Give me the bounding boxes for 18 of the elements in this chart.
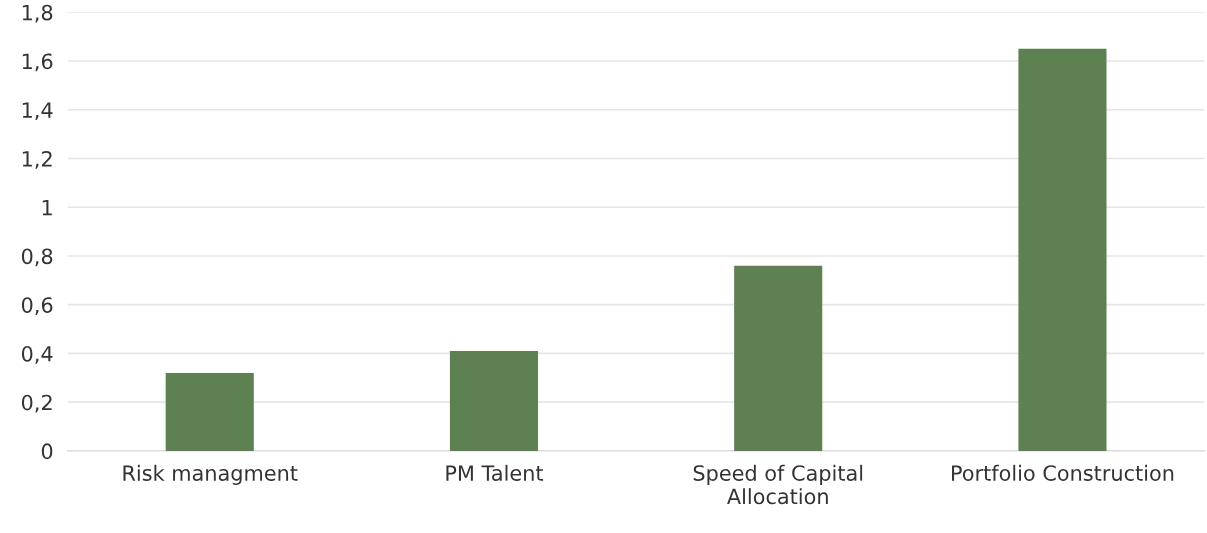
y-tick-label: 0,6: [21, 297, 53, 316]
x-tick-label: PM Talent: [446, 464, 544, 481]
bar: [165, 372, 254, 451]
bar: [1018, 48, 1107, 451]
x-tick-label: Risk managment: [123, 464, 298, 485]
y-tick-label: 1,8: [22, 4, 53, 23]
y-tick-label: 0,8: [21, 248, 53, 267]
x-tick-label: Portfolio Construction: [952, 464, 1174, 481]
y-tick-label: 1,2: [22, 150, 52, 169]
y-tick-label: 1,6: [22, 53, 53, 72]
y-tick-label: 1: [42, 199, 52, 216]
bar: [449, 351, 539, 451]
y-tick-label: 0,2: [21, 394, 52, 413]
y-tick-label: 1,4: [22, 102, 53, 121]
y-tick-label: 0,4: [21, 345, 53, 364]
bar: [734, 265, 823, 451]
y-tick-label: 0: [41, 443, 53, 460]
x-tick-label: Speed of Capital Allocation: [693, 464, 863, 505]
